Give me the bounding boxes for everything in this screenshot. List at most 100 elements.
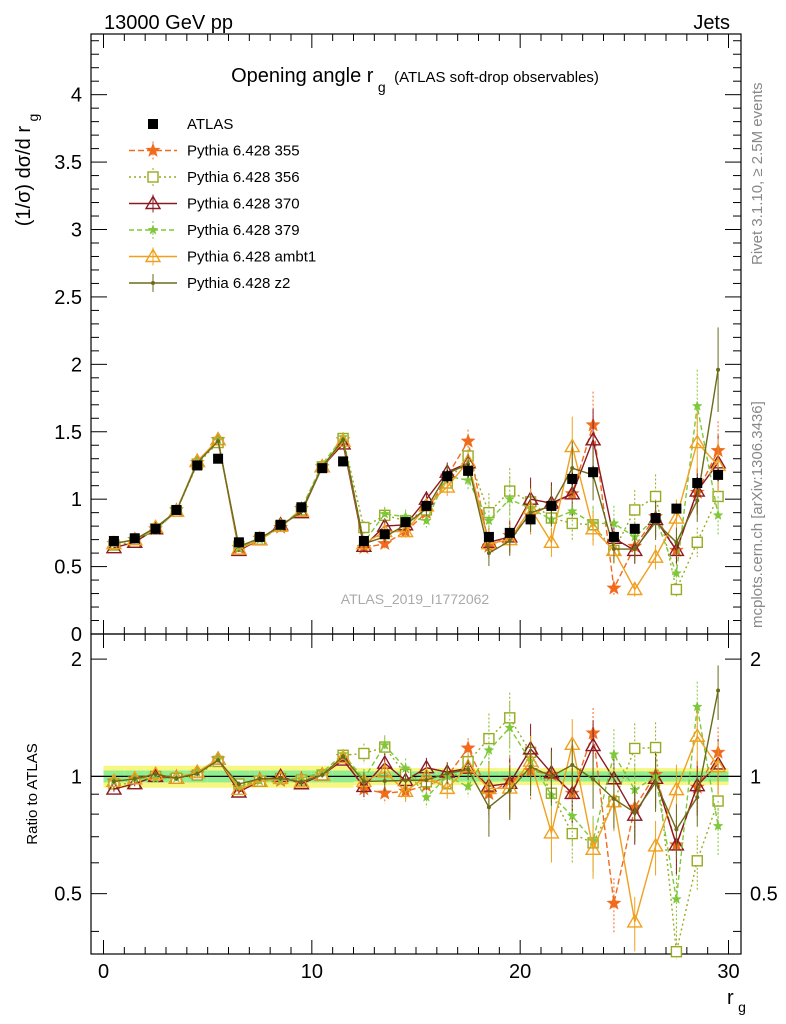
series-ratio-point bbox=[216, 758, 221, 763]
data-point bbox=[358, 535, 369, 546]
series-ratio-point bbox=[674, 827, 679, 832]
series-ratio-point bbox=[341, 754, 346, 759]
x-tick-label: 10 bbox=[301, 961, 323, 983]
series-ratio-point bbox=[709, 758, 727, 773]
y-tick-label: 1 bbox=[71, 489, 82, 511]
legend-entry: Pythia 6.428 379 bbox=[129, 221, 300, 239]
axes-group: 0 10 20 30 0.5 1 1.5 2 2.5 3 3.5 4 0 0.5 0.5 1 1 2 2 bbox=[54, 34, 778, 983]
plot-title-sub: g bbox=[378, 79, 386, 95]
data-point bbox=[671, 503, 682, 514]
data-point bbox=[546, 500, 557, 511]
series-ratio-point bbox=[105, 780, 123, 795]
series-ratio-point bbox=[132, 776, 137, 781]
ratio-y-axis-label: Ratio to ATLAS bbox=[24, 743, 41, 844]
series-ratio-point bbox=[209, 750, 227, 765]
y-tick-label: 2.5 bbox=[54, 287, 82, 309]
rivet-version-label: Rivet 3.1.10, ≥ 2.5M events bbox=[749, 83, 766, 266]
legend-label: Pythia 6.428 z2 bbox=[187, 275, 290, 292]
series-ratio-point bbox=[606, 895, 622, 910]
series-ratio-point bbox=[150, 772, 161, 784]
x-axis-label-main: r bbox=[727, 987, 734, 1009]
series-ratio-point bbox=[299, 779, 304, 784]
legend-marker bbox=[151, 281, 155, 285]
y-tick-label: 4 bbox=[71, 85, 82, 107]
series-point bbox=[379, 508, 391, 519]
data-point bbox=[171, 504, 182, 515]
series-line bbox=[113, 424, 719, 591]
series-ratio-point bbox=[320, 773, 325, 778]
series-point bbox=[466, 462, 471, 467]
series-point bbox=[483, 514, 495, 526]
series-ratio-point bbox=[314, 766, 331, 781]
series-ratio-point bbox=[584, 840, 602, 855]
series-ratio-point bbox=[671, 893, 682, 904]
y-tick-label: 3 bbox=[71, 220, 82, 242]
ratio-y-tick-label: 1 bbox=[71, 766, 82, 788]
series-point bbox=[105, 539, 123, 554]
series-ratio-point bbox=[293, 775, 310, 790]
series-0 bbox=[106, 391, 726, 933]
series-ratio-point bbox=[147, 765, 164, 780]
data-point bbox=[108, 535, 119, 546]
ratio-y-tick-label: 2 bbox=[71, 649, 82, 671]
series-point bbox=[584, 431, 602, 446]
series-ratio-point bbox=[236, 782, 241, 787]
series-point bbox=[397, 523, 414, 538]
series-ratio-point bbox=[670, 945, 683, 958]
series-point bbox=[670, 583, 683, 596]
series-ratio-point bbox=[272, 770, 289, 785]
series-3 bbox=[108, 369, 724, 929]
series-ratio-point bbox=[584, 737, 602, 752]
data-point bbox=[213, 453, 224, 464]
series-point bbox=[486, 551, 491, 556]
series-ratio-point bbox=[507, 788, 512, 793]
legend-marker bbox=[144, 248, 162, 263]
plot-title-extra: (ATLAS soft-drop observables) bbox=[394, 69, 599, 86]
series-ratio-point bbox=[466, 767, 471, 772]
series-point bbox=[230, 540, 248, 555]
series-ratio-point bbox=[716, 688, 721, 693]
series-ratio-point bbox=[400, 762, 411, 774]
x-tick-label: 20 bbox=[509, 961, 531, 983]
data-point bbox=[713, 469, 724, 480]
series-ratio-point bbox=[591, 777, 596, 782]
y-axis-label: (1/σ) dσ/d r g bbox=[13, 114, 41, 227]
data-point bbox=[192, 460, 203, 471]
data-point bbox=[254, 531, 265, 542]
ratio-y-tick-label-right: 0.5 bbox=[750, 884, 778, 906]
series-ratio-point bbox=[397, 782, 414, 797]
series-ratio-point bbox=[424, 777, 429, 782]
series-ratio-point bbox=[691, 701, 703, 712]
series-ratio-point bbox=[379, 739, 391, 750]
series-point bbox=[358, 521, 370, 534]
series-point bbox=[668, 509, 685, 524]
legend-entry: Pythia 6.428 ambt1 bbox=[129, 247, 316, 266]
series-ratio-point bbox=[111, 779, 116, 784]
series-point bbox=[209, 431, 227, 446]
data-point bbox=[233, 537, 244, 548]
series-ratio-point bbox=[647, 837, 664, 852]
series-ratio-point bbox=[257, 776, 262, 781]
data-point bbox=[692, 477, 703, 488]
series-ratio-point bbox=[566, 810, 578, 821]
x-axis-label: r g bbox=[727, 987, 746, 1015]
series-point bbox=[507, 538, 512, 543]
series-point bbox=[543, 533, 560, 549]
x-axis-label-sub: g bbox=[738, 999, 746, 1015]
series-ratio-point bbox=[629, 742, 641, 755]
data-point bbox=[525, 514, 536, 525]
series-ratio-point bbox=[153, 772, 158, 777]
ratio-y-tick-label: 0.5 bbox=[54, 884, 82, 906]
y-tick-label-zero: 0 bbox=[71, 624, 82, 646]
data-point bbox=[317, 463, 328, 474]
legend-entry: Pythia 6.428 z2 bbox=[129, 274, 290, 292]
series-ratio-point bbox=[230, 780, 248, 796]
header-category: Jets bbox=[693, 12, 730, 34]
data-point bbox=[338, 456, 349, 467]
data-point bbox=[379, 529, 390, 540]
series-ratio-point bbox=[377, 785, 393, 800]
series-ratio-point bbox=[486, 805, 491, 810]
series-ratio-point bbox=[403, 778, 408, 783]
series-layer bbox=[105, 327, 727, 960]
ratio-y-tick-label-right: 2 bbox=[750, 649, 761, 671]
